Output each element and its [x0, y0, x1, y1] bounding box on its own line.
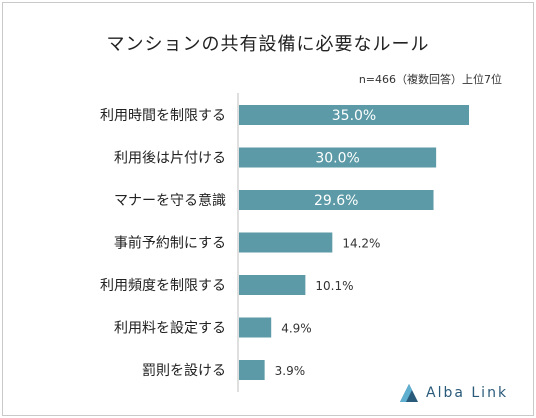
brand-logo: Alba Link: [398, 380, 508, 406]
logo-text: Alba Link: [426, 385, 509, 401]
category-label: 利用時間を制限する: [100, 108, 226, 124]
data-label: 29.6%: [314, 193, 358, 209]
chart-title: マンションの共有設備に必要なルール: [106, 34, 430, 55]
bar: [239, 232, 333, 253]
data-label: 30.0%: [315, 151, 359, 167]
bar: [239, 105, 469, 125]
bar: [239, 360, 265, 380]
category-label: 利用後は片付ける: [114, 151, 226, 167]
data-label: 3.9%: [275, 364, 306, 378]
bar: [239, 147, 437, 168]
category-label: マナーを守る意識: [114, 192, 226, 209]
category-label: 利用頻度を制限する: [100, 278, 226, 294]
bar: [239, 190, 434, 210]
category-label: 罰則を設ける: [142, 363, 226, 379]
data-label: 4.9%: [281, 322, 312, 336]
sample-note: n=466（複数回答）上位7位: [358, 73, 502, 86]
data-label: 35.0%: [332, 108, 376, 124]
category-label: 利用料を設定する: [114, 321, 226, 337]
data-label: 14.2%: [342, 237, 380, 251]
data-label: 10.1%: [315, 279, 353, 293]
bar: [239, 317, 272, 338]
category-label: 事前予約制にする: [114, 235, 226, 252]
alba-link-logo-icon: [400, 384, 418, 402]
bar: [239, 275, 306, 295]
